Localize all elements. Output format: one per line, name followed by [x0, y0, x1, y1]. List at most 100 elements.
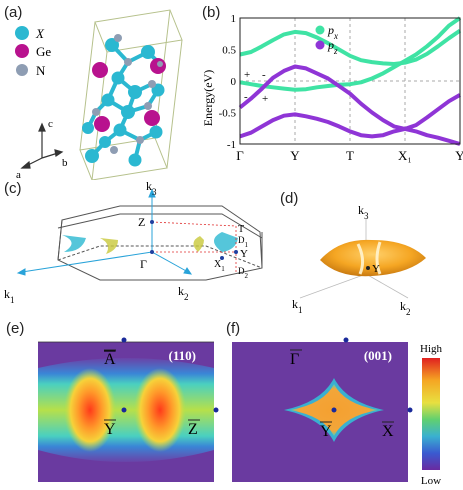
panel-b-label: (b)	[202, 4, 221, 21]
band-lines	[238, 16, 462, 146]
k-axes	[16, 188, 193, 276]
gamma-label: Γ	[140, 257, 147, 271]
e-z-point	[213, 407, 219, 413]
y-tick-label: -0.5	[219, 108, 237, 120]
d-k2-label: k2	[400, 299, 411, 315]
nodal-surface-3d: Y k3 k1 k2	[292, 203, 426, 317]
legend-x-label: X	[35, 26, 45, 41]
n-atoms	[92, 34, 163, 154]
band-frame	[239, 17, 461, 145]
panel-d-label: (d)	[280, 190, 299, 207]
panel-e-label: (e)	[6, 320, 25, 337]
y-label: Y	[240, 248, 248, 260]
colorbar-low-label: Low	[421, 475, 441, 486]
axis-c-label: c	[48, 118, 53, 130]
band-y-axis-label: Energy(eV)	[201, 70, 215, 126]
atom-legend: X Ge N	[15, 26, 51, 78]
d-y-label: Y	[372, 263, 380, 275]
e-a-label: A	[104, 351, 116, 368]
f-x-label: X	[382, 423, 394, 440]
legend-n-atom	[16, 64, 28, 76]
legend-px-sub: x	[333, 31, 338, 41]
x1-point	[220, 256, 224, 260]
parity-label-3: -	[244, 91, 248, 103]
band-ticks: Γ Y T X₁ Y 1 0.5 0 -0.5 -1	[219, 13, 463, 163]
brillouin-zone: k3 k1 k2 Z Γ T Y D1 D2 X1	[4, 179, 263, 305]
kpath-tick-label: Γ	[236, 148, 244, 163]
legend-px-dot	[315, 25, 325, 35]
nodal-surface-shape	[320, 239, 426, 277]
e-a-point	[121, 337, 127, 343]
e-hotspot-right	[134, 368, 186, 452]
panel-a-label: (a)	[4, 4, 23, 21]
e-hotspot-left	[64, 368, 116, 452]
y-tick-label: -1	[227, 139, 236, 151]
d1-label: D1	[238, 235, 249, 249]
f-y-label: Y	[320, 423, 332, 440]
f-gamma-point	[343, 337, 349, 343]
panel-d: (d) Y k3 k1 k2	[280, 190, 463, 317]
legend-pz-dot	[315, 40, 325, 50]
f-x-point	[407, 407, 413, 413]
x-atoms	[82, 38, 165, 167]
kpath-tick-label: T	[346, 148, 354, 163]
f-y-point	[331, 407, 337, 413]
legend-ge-atom	[15, 44, 29, 58]
panel-f: (f) (001) Γ Y	[222, 318, 463, 487]
e-y-point	[121, 407, 127, 413]
band-series-px-upper	[239, 28, 462, 66]
d-y-point	[366, 266, 370, 270]
panel-f-label: (f)	[226, 320, 241, 337]
y-tick-label: 0	[231, 76, 237, 88]
y-tick-label: 0.5	[222, 45, 236, 57]
panel-b: (b) Energy(eV) Γ Y T X₁ Y 1 0.5 0 -0.5 -1 px pz +…	[200, 0, 463, 180]
axis-a-label: a	[16, 169, 21, 180]
parity-label-2: -	[262, 69, 266, 81]
f-gamma-label: Γ	[290, 351, 299, 368]
panel-e: (e) (110) A	[0, 318, 222, 486]
t-label: T	[238, 224, 244, 235]
panel-c-label: (c)	[4, 180, 22, 197]
x1-label: X1	[214, 259, 225, 273]
e-z-label: Z	[188, 421, 198, 438]
kpath-tick-label: X₁	[398, 148, 412, 163]
panel-a: (a) X Ge N	[0, 0, 200, 181]
y-point	[234, 250, 238, 254]
nodal-surface-left	[62, 235, 86, 252]
y-tick-label: 1	[231, 13, 237, 25]
nodal-surface-left-yellow	[100, 238, 118, 254]
z-label: Z	[138, 215, 145, 229]
crystal-structure: X Ge N	[15, 9, 183, 181]
axis-b-label: b	[62, 157, 68, 169]
z-point	[150, 220, 154, 224]
gamma-point	[150, 250, 154, 254]
d2-label: D2	[238, 266, 249, 280]
panel-c: (c) k3 k1 k2 Z Γ T	[0, 179, 280, 310]
surface-state-110: (110) A Y Z	[38, 337, 219, 482]
parity-label-4: +	[262, 93, 268, 105]
legend-px-label: px	[327, 23, 338, 41]
d-k1-label: k1	[292, 297, 303, 315]
k3-label: k3	[146, 180, 157, 197]
legend-pz-sub: z	[333, 46, 338, 56]
band-legend: px pz	[315, 23, 338, 56]
band-series-pz-lower	[239, 112, 461, 146]
legend-n-label: N	[36, 63, 46, 78]
e-surface-label: (110)	[169, 348, 196, 363]
band-series-pz-upper	[238, 64, 461, 131]
k2-label: k2	[178, 284, 189, 302]
band-series-px-lower	[239, 16, 462, 92]
d-k3-label: k3	[358, 203, 369, 221]
lattice-axes	[20, 122, 64, 169]
e-y-label: Y	[104, 421, 116, 438]
legend-x-atom	[15, 26, 29, 40]
f-surface-label: (001)	[364, 348, 392, 363]
colorbar	[422, 358, 440, 470]
colorbar-high-label: High	[420, 343, 443, 355]
nodal-surface-right-yellow	[193, 236, 204, 252]
kpath-tick-label: Y	[455, 148, 463, 163]
k1-label: k1	[4, 287, 15, 305]
nodal-surface-highlight	[356, 241, 382, 275]
legend-pz-label: pz	[327, 38, 338, 56]
band-structure-chart: Energy(eV) Γ Y T X₁ Y 1 0.5 0 -0.5 -1 px pz + - -…	[201, 13, 463, 163]
